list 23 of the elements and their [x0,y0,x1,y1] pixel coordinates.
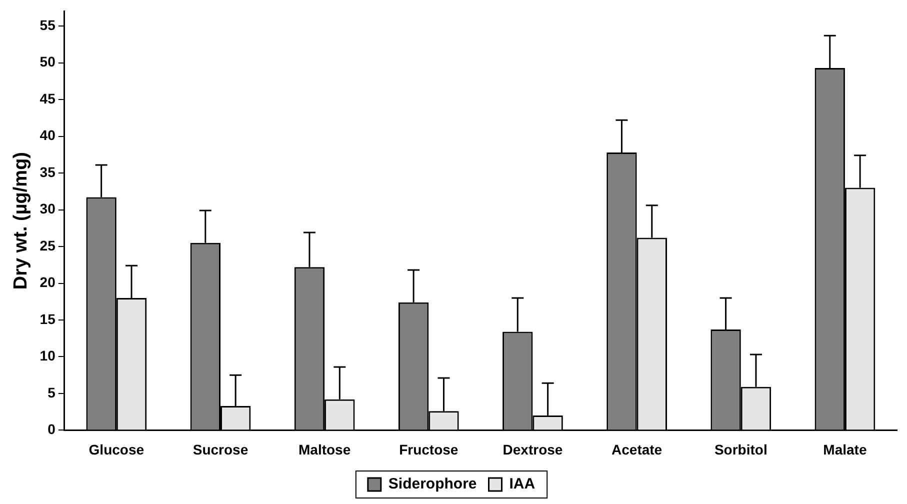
y-axis-title: Dry wt. (µg/mg) [10,152,32,290]
x-tick-label: Malate [823,441,867,458]
x-tick-label: Fructose [399,441,458,458]
y-tick-label: 5 [48,384,56,400]
y-tick-label: 45 [40,90,56,106]
x-tick-label: Acetate [612,441,662,458]
legend-label: Siderophore [388,476,477,493]
x-tick-label: Sorbitol [714,441,768,458]
y-tick-label: 30 [40,200,56,217]
y-tick-label: 10 [40,348,56,364]
x-tick-label: Glucose [88,441,144,458]
x-tick-label: Dextrose [502,441,563,458]
y-tick-label: 50 [40,54,56,70]
y-tick-label: 40 [40,127,56,144]
x-tick-label: Sucrose [192,441,248,458]
y-tick-label: 55 [40,16,56,33]
y-tick-label: 20 [40,274,56,290]
y-tick-label: 0 [48,421,56,438]
y-tick-label: 35 [40,164,56,180]
x-tick-label: Maltose [298,441,351,458]
y-tick-label: 15 [40,310,56,327]
legend-label: IAA [509,476,536,493]
y-tick-label: 25 [40,237,56,254]
